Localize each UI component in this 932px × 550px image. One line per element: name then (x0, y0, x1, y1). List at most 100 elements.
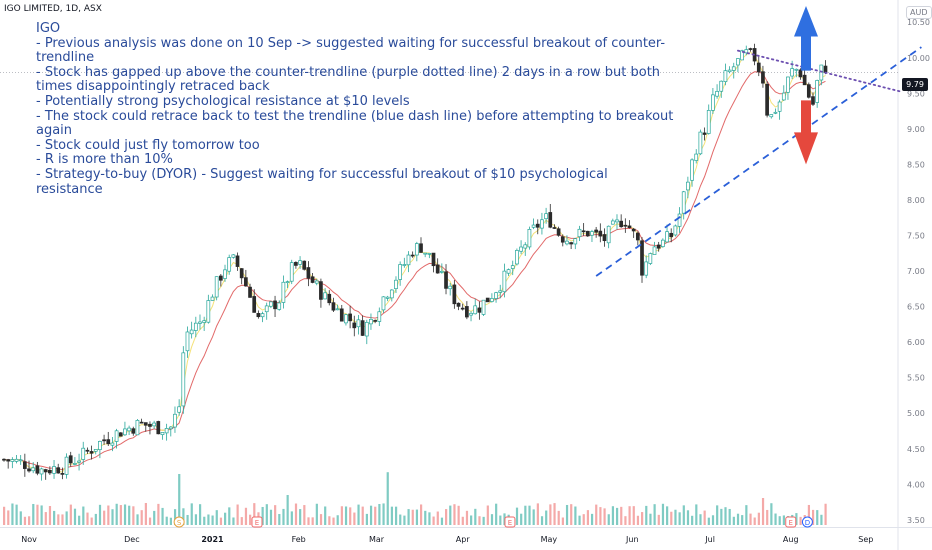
candle-body (748, 48, 753, 50)
volume-bar (294, 503, 298, 525)
note-line: - The stock could retrace back to test t… (36, 108, 678, 139)
candle-body (669, 232, 674, 238)
volume-bar (144, 502, 147, 525)
candle-body (193, 322, 198, 331)
volume-bar (636, 515, 640, 525)
volume-bar (657, 514, 660, 525)
volume-bar (203, 516, 206, 525)
volume-bar (190, 503, 193, 525)
volume-bar (453, 504, 456, 525)
candle-body (744, 49, 749, 54)
volume-bar (269, 509, 273, 525)
volume-bar (61, 514, 64, 525)
volume-bar (695, 504, 698, 525)
candle-body (619, 220, 624, 228)
volume-bar (86, 512, 89, 525)
volume-bar (315, 503, 318, 525)
candle-body (294, 262, 298, 266)
volume-bar (807, 504, 811, 525)
volume-bar (98, 504, 102, 525)
volume-bar (332, 517, 335, 525)
candle-body (31, 467, 36, 472)
x-tick-label: Apr (456, 535, 471, 544)
volume-bar (224, 512, 227, 525)
candle-body (406, 254, 411, 266)
volume-bar (457, 505, 460, 525)
candle-body (448, 285, 453, 290)
y-tick-label: 5.00 (907, 409, 925, 418)
candle-body (648, 253, 653, 264)
candle-body (218, 275, 223, 281)
y-tick-label: 7.50 (907, 232, 925, 241)
candle-body (319, 281, 323, 300)
volume-bar (557, 510, 560, 525)
volume-bar (278, 514, 281, 525)
volume-bar (299, 509, 302, 525)
volume-bar (78, 515, 81, 525)
candle-body (702, 132, 707, 135)
candle-body (77, 460, 81, 463)
volume-bar (782, 515, 785, 525)
volume-bar (674, 509, 677, 525)
volume-bar (478, 516, 481, 525)
note-line: - Potentially strong psychological resis… (36, 93, 410, 109)
volume-bar (699, 514, 702, 525)
volume-bar (7, 510, 10, 525)
candle-body (214, 276, 219, 298)
volume-bar (703, 510, 706, 525)
candle-body (206, 300, 211, 323)
volume-bar (123, 504, 127, 525)
candle-body (615, 219, 619, 223)
candle-body (314, 280, 319, 284)
event-marker-icon (504, 516, 516, 528)
y-tick-label: 4.00 (907, 480, 925, 489)
volume-bar (194, 514, 198, 525)
currency-badge[interactable]: AUD (906, 6, 932, 19)
volume-bar (620, 506, 623, 525)
candle-body (139, 421, 144, 424)
candle-body (148, 423, 152, 427)
volume-bar (415, 509, 419, 525)
candle-body (481, 299, 486, 315)
volume-bar (470, 515, 473, 525)
candle-body (306, 267, 311, 279)
candle-body (465, 306, 469, 318)
volume-bar (69, 504, 72, 525)
candle-body (535, 223, 540, 228)
x-tick-label: Feb (292, 535, 306, 544)
candle-body (565, 240, 569, 245)
x-tick-label: Jul (704, 535, 715, 544)
candle-body (6, 459, 11, 462)
candle-body (610, 220, 615, 225)
volume-bar (811, 509, 815, 525)
candle-body (68, 455, 73, 464)
volume-bar (757, 512, 760, 525)
candle-body (277, 302, 282, 310)
candle-body (723, 70, 728, 82)
volume-bar (536, 503, 539, 525)
candle-body (323, 292, 327, 300)
candle-body (573, 238, 578, 245)
candle-body (152, 422, 156, 427)
candle-body (540, 219, 544, 229)
volume-bar (774, 513, 777, 525)
volume-bar (390, 506, 394, 525)
volume-bar (732, 516, 735, 525)
volume-bar (344, 506, 348, 525)
candle-body (681, 191, 686, 214)
volume-bar (65, 511, 68, 525)
candle-body (506, 269, 511, 274)
volume-bar (436, 511, 439, 525)
candle-body (460, 307, 465, 310)
candle-body (698, 131, 703, 155)
candle-body (156, 421, 161, 435)
candle-body (377, 311, 382, 322)
candle-body (48, 469, 52, 474)
volume-bar (253, 503, 256, 525)
volume-bar (169, 517, 172, 525)
volume-bar (228, 507, 231, 525)
volume-bar (486, 505, 489, 525)
candle-body (223, 269, 227, 279)
y-tick-label: 6.00 (907, 338, 925, 347)
